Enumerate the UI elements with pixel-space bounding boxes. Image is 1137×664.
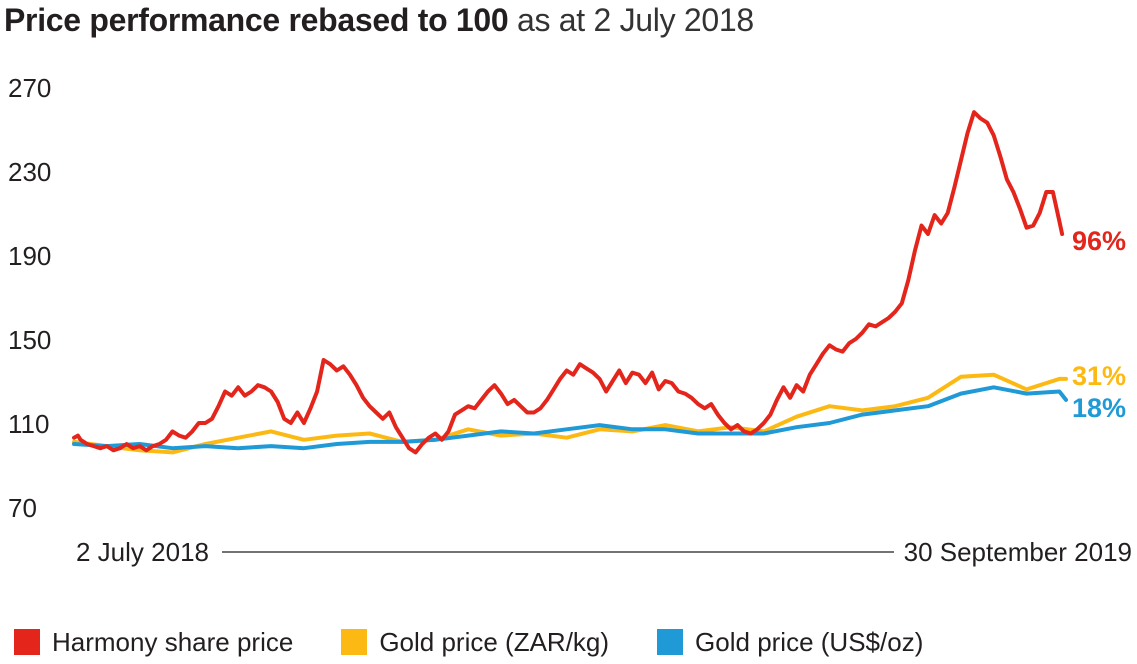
legend-swatch-gold-usd xyxy=(657,629,684,655)
y-tick-110: 110 xyxy=(8,409,49,439)
legend-item-gold-zar: Gold price (ZAR/kg) xyxy=(341,627,609,658)
series-line-harmony xyxy=(72,110,1065,455)
legend-label-gold-usd: Gold price (US$/oz) xyxy=(695,626,924,657)
legend-swatch-gold-zar xyxy=(341,629,368,655)
end-label-harmony: 96% xyxy=(1072,226,1126,256)
legend-item-harmony: Harmony share price xyxy=(14,627,293,658)
legend-item-gold-usd: Gold price (US$/oz) xyxy=(657,627,923,658)
series-line-gold-usd xyxy=(72,385,1068,451)
end-label-gold-zar: 31% xyxy=(1072,361,1126,391)
legend-label-harmony: Harmony share price xyxy=(52,626,294,657)
title-bold: Price performance rebased to 100 xyxy=(4,2,509,38)
y-tick-270: 270 xyxy=(8,73,51,103)
y-tick-70: 70 xyxy=(8,493,37,523)
y-tick-190: 190 xyxy=(8,241,51,271)
series-layer xyxy=(72,110,1068,455)
title-date: as at 2 July 2018 xyxy=(517,2,754,38)
x-label-start: 2 July 2018 xyxy=(76,537,209,567)
legend-swatch-harmony xyxy=(14,629,40,655)
end-label-gold-usd: 18% xyxy=(1072,393,1126,423)
y-axis-ticks: 70 110 150 190 230 270 xyxy=(8,73,51,523)
legend: Harmony share price Gold price (ZAR/kg) … xyxy=(14,622,971,662)
end-labels: 96% 31%18% xyxy=(1072,226,1126,423)
y-tick-150: 150 xyxy=(8,325,51,355)
series-line-gold-zar xyxy=(72,372,1068,455)
legend-label-gold-zar: Gold price (ZAR/kg) xyxy=(379,626,610,657)
y-tick-230: 230 xyxy=(8,157,51,187)
x-label-end: 30 September 2019 xyxy=(904,537,1132,567)
chart-title: Price performance rebased to 100 as at 2… xyxy=(4,2,754,39)
